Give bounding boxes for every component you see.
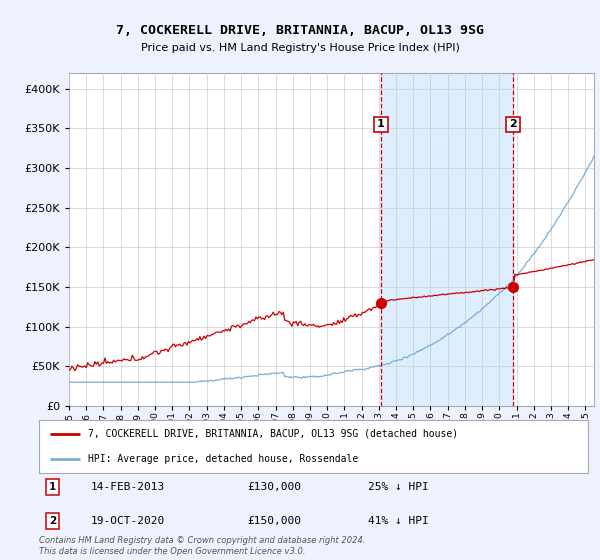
Text: HPI: Average price, detached house, Rossendale: HPI: Average price, detached house, Ross…: [88, 454, 359, 464]
Text: £150,000: £150,000: [248, 516, 302, 526]
Text: 7, COCKERELL DRIVE, BRITANNIA, BACUP, OL13 9SG (detached house): 7, COCKERELL DRIVE, BRITANNIA, BACUP, OL…: [88, 429, 458, 439]
Text: Price paid vs. HM Land Registry's House Price Index (HPI): Price paid vs. HM Land Registry's House …: [140, 43, 460, 53]
Text: Contains HM Land Registry data © Crown copyright and database right 2024.
This d: Contains HM Land Registry data © Crown c…: [39, 536, 365, 556]
Bar: [381, 73, 513, 406]
Text: 14-FEB-2013: 14-FEB-2013: [91, 482, 166, 492]
Text: 41% ↓ HPI: 41% ↓ HPI: [368, 516, 429, 526]
Text: £130,000: £130,000: [248, 482, 302, 492]
Text: 7, COCKERELL DRIVE, BRITANNIA, BACUP, OL13 9SG: 7, COCKERELL DRIVE, BRITANNIA, BACUP, OL…: [116, 24, 484, 38]
Text: 2: 2: [509, 119, 517, 129]
Text: 25% ↓ HPI: 25% ↓ HPI: [368, 482, 429, 492]
Text: 1: 1: [377, 119, 385, 129]
Text: 19-OCT-2020: 19-OCT-2020: [91, 516, 166, 526]
Text: 1: 1: [49, 482, 56, 492]
Text: 2: 2: [49, 516, 56, 526]
